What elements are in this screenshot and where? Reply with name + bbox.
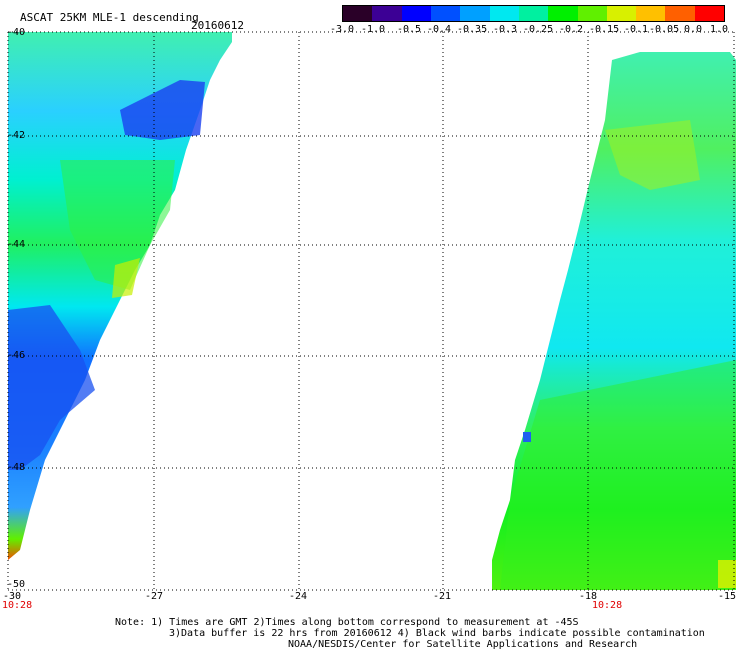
colorbar-swatch [430, 6, 461, 21]
lat-tick-label: -42 [7, 130, 26, 141]
right-swath-green-patch [605, 120, 700, 190]
colorbar-swatch [694, 6, 725, 21]
left-swath-dark-blue-patch [8, 305, 95, 470]
colorbar-swatch [577, 6, 607, 21]
note-line-1: Note: 1) Times are GMT 2)Times along bot… [115, 617, 579, 628]
left-swath-yellow-patch [112, 258, 140, 298]
colorbar-swatch [401, 6, 431, 21]
colorbar-swatch [606, 6, 637, 21]
lat-tick-label: -50 [7, 579, 26, 590]
colorbar-labels: -3.0 -1.0 -0.5 -0.4 -0.35 -0.3 -0.25 -0.… [330, 24, 736, 36]
colorbar-swatch [343, 6, 373, 21]
colorbar [342, 5, 725, 22]
colorbar-label: -0.4 [427, 24, 452, 35]
colorbar-label: -0.15 [589, 24, 620, 35]
colorbar-swatch [489, 6, 519, 21]
colorbar-swatch [372, 6, 402, 21]
lon-tick-label: -24 [289, 591, 308, 602]
lon-tick-label: -18 [579, 591, 598, 602]
time-label: 10:28 [2, 600, 33, 611]
right-swath [492, 52, 736, 590]
colorbar-label: -0.5 [397, 24, 422, 35]
note-line-2: 3)Data buffer is 22 hrs from 20160612 4)… [169, 628, 705, 639]
right-swath-blue-pixel [523, 432, 531, 442]
colorbar-label: -0.2 [559, 24, 584, 35]
colorbar-label: -3.0 [330, 24, 355, 35]
product-title: ASCAT 25KM MLE-1 descending [20, 11, 199, 24]
right-swath-yellow-patch [718, 560, 736, 588]
colorbar-label: -0.25 [523, 24, 554, 35]
colorbar-label: -0.35 [457, 24, 488, 35]
left-swath-dark-blue-patch [120, 80, 205, 140]
lat-tick-label: -46 [7, 350, 26, 361]
note-line-3: NOAA/NESDIS/Center for Satellite Applica… [288, 639, 638, 650]
colorbar-swatch [636, 6, 666, 21]
lon-tick-label: -21 [433, 591, 452, 602]
lon-tick-label: -30 [3, 591, 22, 602]
colorbar-label: -0.3 [493, 24, 518, 35]
lat-tick-label: -40 [7, 27, 26, 38]
colorbar-swatch [548, 6, 578, 21]
colorbar-swatch [460, 6, 490, 21]
colorbar-label: -0.1 [624, 24, 649, 35]
time-label: 10:28 [592, 600, 623, 611]
colorbar-swatch [665, 6, 695, 21]
lat-tick-label: -48 [7, 462, 26, 473]
lat-tick-label: -44 [7, 239, 26, 250]
colorbar-label: 1.0 [710, 24, 729, 35]
date-label: 20160612 [191, 19, 244, 32]
lon-tick-label: -27 [145, 591, 164, 602]
left-swath-green-patch [60, 160, 175, 290]
lon-tick-label: -15 [718, 591, 737, 602]
colorbar-label: -0.05 [649, 24, 680, 35]
graticule [7, 31, 736, 591]
colorbar-label: 0.0 [684, 24, 703, 35]
colorbar-swatch [518, 6, 549, 21]
colorbar-label: -1.0 [361, 24, 386, 35]
right-swath-green-patch [500, 360, 736, 590]
